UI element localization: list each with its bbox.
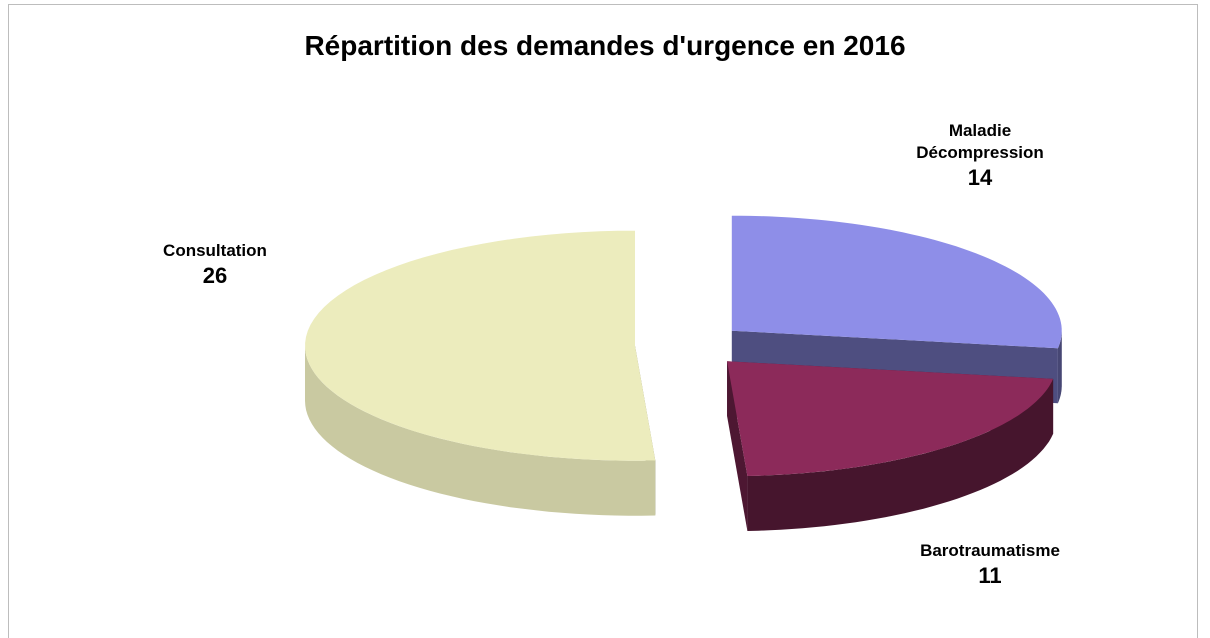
slice-cut-face [727, 361, 748, 531]
chart-frame [8, 4, 1198, 638]
slice-name: Barotraumatisme [920, 541, 1060, 560]
slice-label: Consultation 26 [120, 240, 310, 290]
slice-name: Consultation [163, 241, 267, 260]
slice-value: 11 [978, 563, 1002, 588]
slice [731, 215, 1062, 349]
slice-label: Barotraumatisme 11 [895, 540, 1085, 590]
chart-title: Répartition des demandes d'urgence en 20… [304, 30, 906, 61]
slice-side [1057, 330, 1062, 404]
slice-name: Maladie Décompression [916, 121, 1044, 162]
slice-label: Maladie Décompression 14 [885, 120, 1075, 192]
slice [727, 361, 1054, 476]
slice-value: 14 [967, 165, 993, 190]
slice-side [747, 378, 1054, 531]
slice-side [305, 345, 656, 516]
slice [305, 230, 656, 461]
slice-value: 26 [202, 263, 228, 288]
